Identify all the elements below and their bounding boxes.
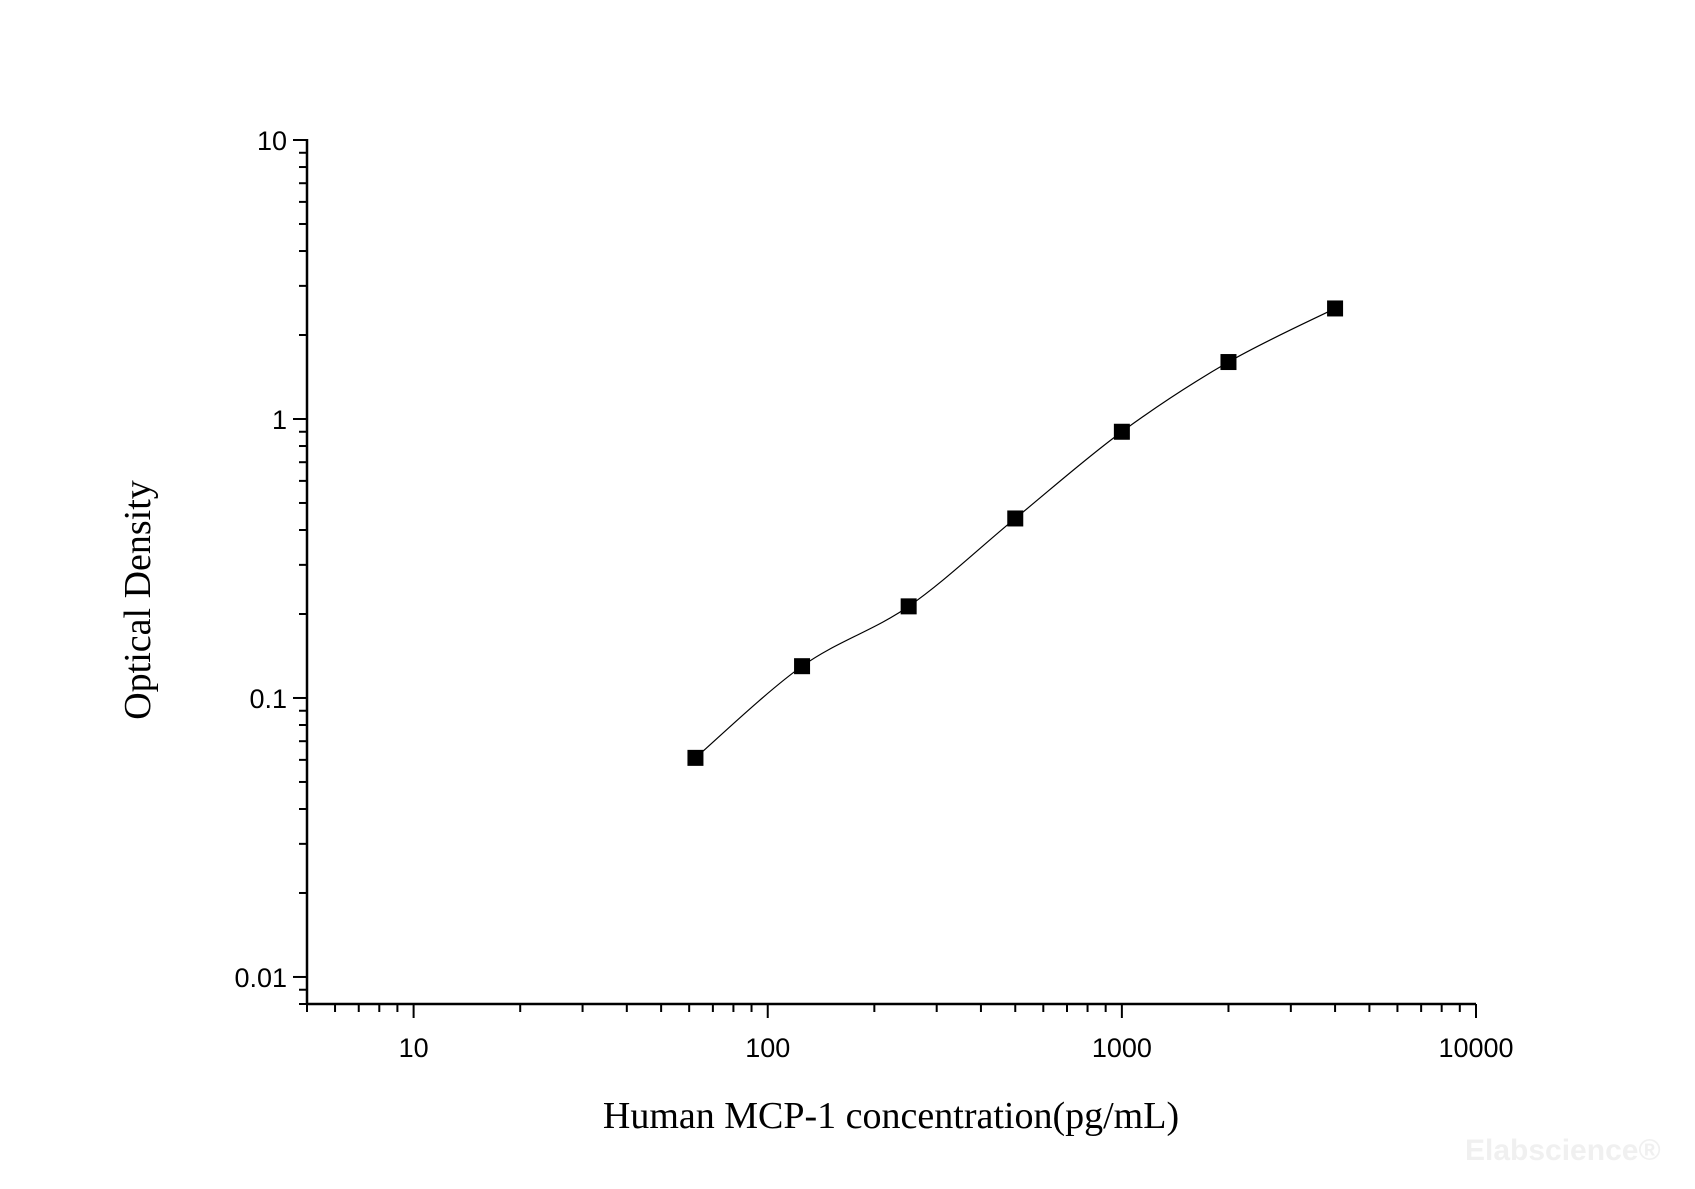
y-axis-label: Optical Density [117, 480, 159, 720]
data-point [687, 749, 704, 766]
y-tick-label: 10 [257, 126, 287, 156]
data-point [794, 658, 811, 675]
x-tick-label: 1000 [1092, 1033, 1152, 1063]
data-point [1220, 354, 1237, 371]
x-tick-label: 10 [399, 1033, 429, 1063]
x-tick-label: 10000 [1438, 1033, 1513, 1063]
x-axis-label: Human MCP-1 concentration(pg/mL) [603, 1095, 1179, 1137]
data-point [1113, 423, 1130, 440]
data-point [1007, 510, 1024, 527]
y-tick-label: 0.1 [249, 684, 287, 714]
data-point [1327, 300, 1344, 317]
fit-curve-path [695, 307, 1336, 759]
fit-curve [695, 307, 1336, 759]
data-points [687, 300, 1344, 766]
x-tick-label: 100 [745, 1033, 790, 1063]
y-tick-label: 1 [272, 405, 287, 435]
y-tick-label: 0.01 [234, 963, 287, 993]
data-point [900, 598, 917, 615]
axes: 10 100 1000 10000 0.01 0.1 1 10 [234, 126, 1513, 1063]
watermark: Elabscience® [1465, 1134, 1661, 1167]
